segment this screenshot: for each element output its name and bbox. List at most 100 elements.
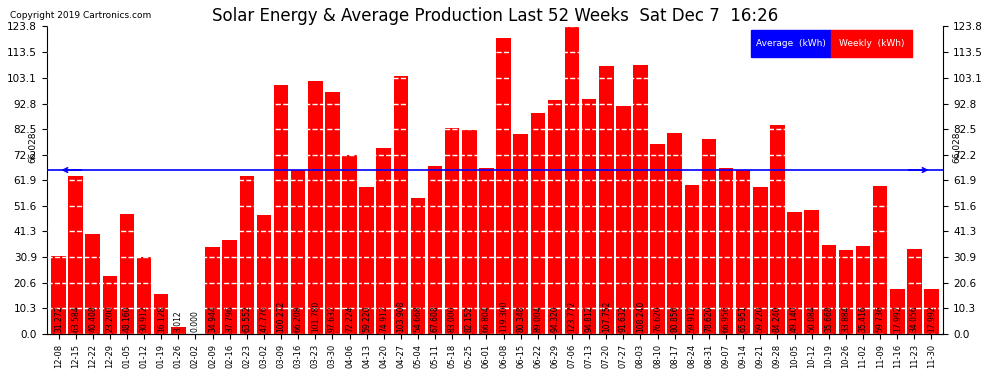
Bar <box>531 113 545 334</box>
Bar <box>925 290 939 334</box>
Bar <box>684 185 699 334</box>
FancyBboxPatch shape <box>750 30 832 57</box>
Text: 59.220: 59.220 <box>362 305 371 332</box>
Bar <box>753 187 767 334</box>
Text: 37.796: 37.796 <box>225 305 235 332</box>
Bar <box>873 186 887 334</box>
Bar <box>103 276 117 334</box>
Text: 123.772: 123.772 <box>567 300 576 332</box>
Bar <box>291 170 306 334</box>
Bar <box>770 125 785 334</box>
Bar <box>514 135 528 334</box>
Bar <box>496 38 511 334</box>
Bar <box>308 81 323 334</box>
Text: 63.552: 63.552 <box>243 305 251 332</box>
Bar <box>479 168 494 334</box>
Bar <box>171 327 185 334</box>
Text: 94.812: 94.812 <box>585 305 594 332</box>
Text: 31.272: 31.272 <box>54 305 63 332</box>
Bar <box>120 214 135 334</box>
Text: 66.956: 66.956 <box>722 305 731 332</box>
Bar <box>582 99 596 334</box>
Bar <box>634 65 647 334</box>
Text: 34.056: 34.056 <box>910 305 919 332</box>
Bar <box>616 106 631 334</box>
Text: 119.300: 119.300 <box>499 300 508 332</box>
Bar <box>702 139 716 334</box>
Text: Copyright 2019 Cartronics.com: Copyright 2019 Cartronics.com <box>10 11 151 20</box>
Text: 63.584: 63.584 <box>71 305 80 332</box>
Text: 66.028: 66.028 <box>952 131 961 163</box>
Text: 76.620: 76.620 <box>653 305 662 332</box>
Text: 108.240: 108.240 <box>636 300 645 332</box>
Bar <box>428 166 443 334</box>
Bar <box>462 130 476 334</box>
Bar <box>822 246 836 334</box>
Bar <box>650 144 665 334</box>
Bar <box>240 176 254 334</box>
Bar <box>736 170 750 334</box>
Text: 72.224: 72.224 <box>345 305 354 332</box>
Text: 48.160: 48.160 <box>123 305 132 332</box>
Bar <box>445 128 459 334</box>
Bar <box>394 76 408 334</box>
Bar <box>51 256 65 334</box>
Bar <box>839 250 853 334</box>
Text: 35.416: 35.416 <box>858 305 867 332</box>
Text: 35.668: 35.668 <box>825 305 834 332</box>
Text: 54.668: 54.668 <box>414 305 423 332</box>
Bar <box>359 187 374 334</box>
Bar <box>343 154 356 334</box>
Text: 74.912: 74.912 <box>379 305 388 332</box>
Text: 23.200: 23.200 <box>105 305 115 332</box>
Bar <box>667 133 682 334</box>
Text: 91.632: 91.632 <box>619 305 628 332</box>
Bar <box>805 210 819 334</box>
Text: 80.856: 80.856 <box>670 305 679 332</box>
Bar <box>564 27 579 334</box>
Text: 17.992: 17.992 <box>893 305 902 332</box>
Text: 82.152: 82.152 <box>465 305 474 332</box>
Text: 30.912: 30.912 <box>140 305 148 332</box>
Text: 17.992: 17.992 <box>927 305 936 332</box>
Text: 83.000: 83.000 <box>447 305 456 332</box>
Text: 16.128: 16.128 <box>156 305 165 332</box>
Text: 97.632: 97.632 <box>328 305 337 332</box>
Bar <box>411 198 426 334</box>
Bar <box>68 176 83 334</box>
Text: 80.348: 80.348 <box>516 305 525 332</box>
Text: 65.951: 65.951 <box>739 305 747 332</box>
FancyBboxPatch shape <box>832 30 912 57</box>
Bar <box>599 66 614 334</box>
Bar <box>855 246 870 334</box>
Text: 66.028: 66.028 <box>29 131 38 163</box>
Bar <box>890 290 905 334</box>
Text: Weekly  (kWh): Weekly (kWh) <box>839 39 905 48</box>
Text: 34.944: 34.944 <box>208 305 217 332</box>
Text: 49.140: 49.140 <box>790 305 799 332</box>
Bar <box>325 92 340 334</box>
Bar <box>154 294 168 334</box>
Text: Average  (kWh): Average (kWh) <box>756 39 826 48</box>
Text: 47.776: 47.776 <box>259 305 268 332</box>
Text: 67.608: 67.608 <box>431 305 440 332</box>
Text: 107.752: 107.752 <box>602 300 611 332</box>
Bar <box>85 234 100 334</box>
Text: 66.208: 66.208 <box>294 305 303 332</box>
Text: 59.736: 59.736 <box>875 305 885 332</box>
Bar <box>205 247 220 334</box>
Text: 0.000: 0.000 <box>191 310 200 332</box>
Bar <box>547 100 562 334</box>
Title: Solar Energy & Average Production Last 52 Weeks  Sat Dec 7  16:26: Solar Energy & Average Production Last 5… <box>212 7 778 25</box>
Bar <box>719 168 734 334</box>
Bar <box>907 249 922 334</box>
Bar <box>787 212 802 334</box>
Text: 40.408: 40.408 <box>88 305 97 332</box>
Bar <box>256 215 271 334</box>
Text: 84.240: 84.240 <box>773 305 782 332</box>
Bar <box>223 240 237 334</box>
Text: 103.908: 103.908 <box>396 300 405 332</box>
Text: 100.272: 100.272 <box>276 300 285 332</box>
Text: 66.804: 66.804 <box>482 305 491 332</box>
Text: 50.084: 50.084 <box>807 305 816 332</box>
